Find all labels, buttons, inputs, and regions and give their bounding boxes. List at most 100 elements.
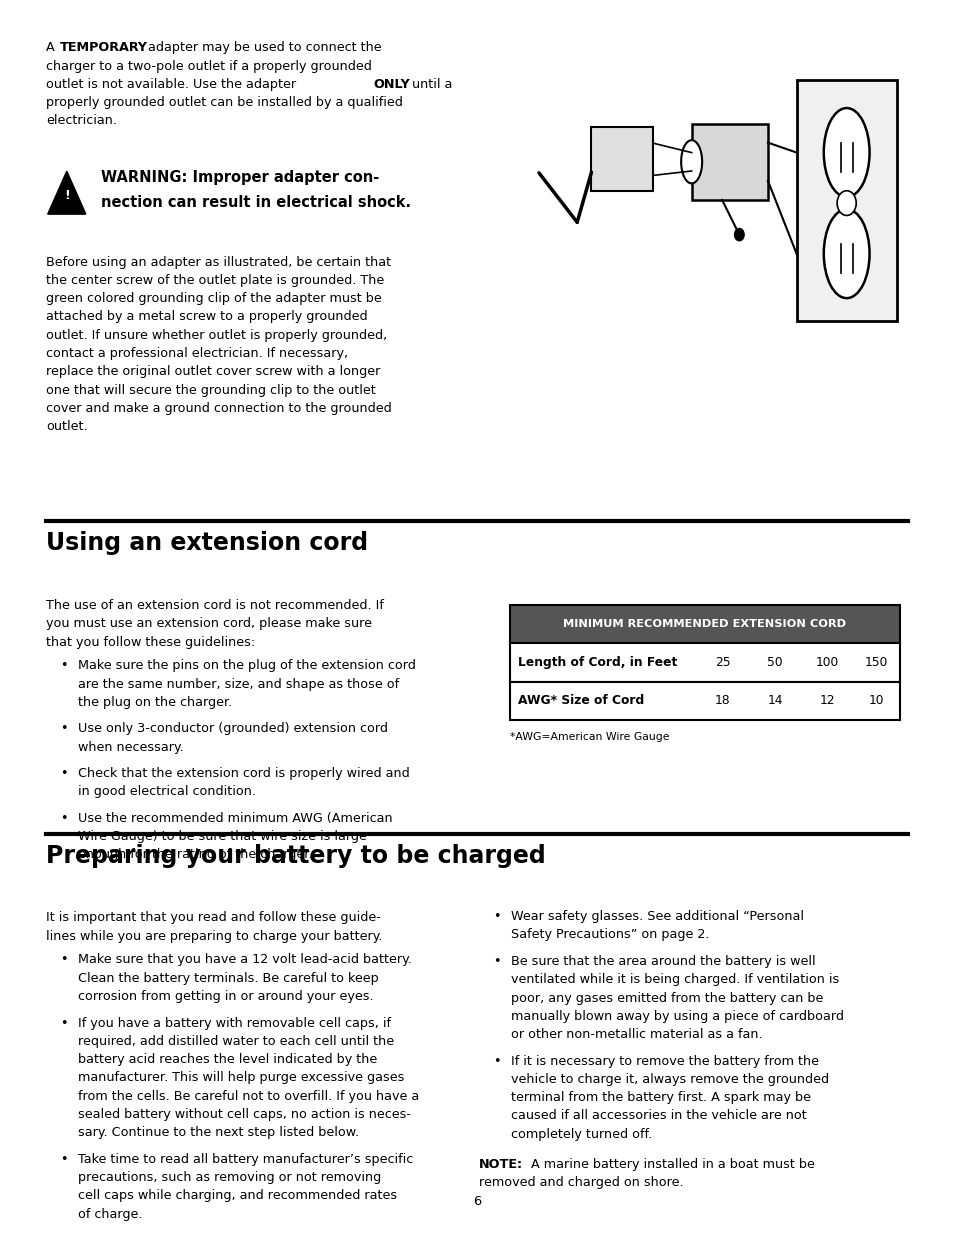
Text: precautions, such as removing or not removing: precautions, such as removing or not rem… [78, 1171, 381, 1184]
Text: Use the recommended minimum AWG (American: Use the recommended minimum AWG (America… [78, 811, 393, 825]
Text: properly grounded outlet can be installed by a qualified: properly grounded outlet can be installe… [46, 96, 402, 109]
Bar [510, 682, 899, 720]
Text: nection can result in electrical shock.: nection can result in electrical shock. [101, 195, 411, 210]
Ellipse shape [680, 141, 701, 184]
Text: outlet is not available. Use the adapter: outlet is not available. Use the adapter [46, 78, 299, 91]
Text: replace the original outlet cover screw with a longer: replace the original outlet cover screw … [46, 366, 379, 378]
Text: *AWG=American Wire Gauge: *AWG=American Wire Gauge [510, 732, 669, 742]
Text: required, add distilled water to each cell until the: required, add distilled water to each ce… [78, 1035, 394, 1047]
Text: that you follow these guidelines:: that you follow these guidelines: [46, 636, 254, 648]
Text: of charge.: of charge. [78, 1208, 143, 1220]
Text: Length of Cord, in Feet: Length of Cord, in Feet [517, 656, 677, 669]
Text: from the cells. Be careful not to overfill. If you have a: from the cells. Be careful not to overfi… [78, 1089, 419, 1103]
Text: or other non-metallic material as a fan.: or other non-metallic material as a fan. [511, 1028, 762, 1041]
Text: sary. Continue to the next step listed below.: sary. Continue to the next step listed b… [78, 1126, 359, 1139]
Text: Wire Gauge) to be sure that wire size is large: Wire Gauge) to be sure that wire size is… [78, 830, 367, 844]
Ellipse shape [822, 109, 868, 198]
Text: outlet.: outlet. [46, 420, 88, 433]
Text: Be sure that the area around the battery is well: Be sure that the area around the battery… [511, 955, 815, 968]
Circle shape [734, 228, 743, 241]
Text: Before using an adapter as illustrated, be certain that: Before using an adapter as illustrated, … [46, 256, 391, 269]
Text: battery acid reaches the level indicated by the: battery acid reaches the level indicated… [78, 1053, 377, 1066]
Text: •: • [493, 955, 500, 968]
Bar [691, 124, 767, 200]
Text: Make sure the pins on the plug of the extension cord: Make sure the pins on the plug of the ex… [78, 659, 416, 672]
Text: sealed battery without cell caps, no action is neces-: sealed battery without cell caps, no act… [78, 1108, 411, 1121]
Text: •: • [60, 811, 68, 825]
Text: •: • [60, 722, 68, 735]
Bar [796, 80, 896, 321]
Text: •: • [60, 1152, 68, 1166]
Text: •: • [493, 910, 500, 924]
Text: Using an extension cord: Using an extension cord [46, 531, 368, 555]
Text: !: ! [64, 189, 70, 201]
Text: WARNING: Improper adapter con-: WARNING: Improper adapter con- [101, 170, 379, 185]
Text: corrosion from getting in or around your eyes.: corrosion from getting in or around your… [78, 990, 374, 1003]
Text: 18: 18 [714, 694, 730, 708]
Text: manufacturer. This will help purge excessive gases: manufacturer. This will help purge exces… [78, 1071, 404, 1084]
Text: caused if all accessories in the vehicle are not: caused if all accessories in the vehicle… [511, 1109, 806, 1123]
Text: If you have a battery with removable cell caps, if: If you have a battery with removable cel… [78, 1016, 391, 1030]
Text: 50: 50 [766, 656, 782, 669]
Polygon shape [48, 172, 86, 214]
Text: 25: 25 [714, 656, 730, 669]
Text: cell caps while charging, and recommended rates: cell caps while charging, and recommende… [78, 1189, 397, 1202]
Text: the center screw of the outlet plate is grounded. The: the center screw of the outlet plate is … [46, 274, 384, 287]
Text: one that will secure the grounding clip to the outlet: one that will secure the grounding clip … [46, 384, 375, 396]
Text: ventilated while it is being charged. If ventilation is: ventilated while it is being charged. If… [511, 973, 839, 987]
Text: 6: 6 [473, 1194, 480, 1208]
Text: terminal from the battery first. A spark may be: terminal from the battery first. A spark… [511, 1092, 810, 1104]
Text: you must use an extension cord, please make sure: you must use an extension cord, please m… [46, 618, 372, 630]
Text: adapter may be used to connect the: adapter may be used to connect the [144, 41, 381, 54]
Text: •: • [60, 953, 68, 967]
Text: Safety Precautions” on page 2.: Safety Precautions” on page 2. [511, 929, 709, 941]
Text: completely turned off.: completely turned off. [511, 1128, 652, 1141]
Text: •: • [60, 659, 68, 672]
Text: TEMPORARY: TEMPORARY [60, 41, 148, 54]
Text: lines while you are preparing to charge your battery.: lines while you are preparing to charge … [46, 930, 382, 942]
Text: outlet. If unsure whether outlet is properly grounded,: outlet. If unsure whether outlet is prop… [46, 329, 387, 342]
Text: poor, any gases emitted from the battery can be: poor, any gases emitted from the battery… [511, 992, 822, 1004]
Text: A: A [46, 41, 58, 54]
Text: Take time to read all battery manufacturer’s specific: Take time to read all battery manufactur… [78, 1152, 413, 1166]
Text: It is important that you read and follow these guide-: It is important that you read and follow… [46, 911, 380, 925]
Text: manually blown away by using a piece of cardboard: manually blown away by using a piece of … [511, 1010, 843, 1023]
Text: AWG* Size of Cord: AWG* Size of Cord [517, 694, 643, 708]
Text: MINIMUM RECOMMENDED EXTENSION CORD: MINIMUM RECOMMENDED EXTENSION CORD [563, 619, 845, 630]
Text: 14: 14 [766, 694, 782, 708]
Text: enough for the rating of the charger.: enough for the rating of the charger. [78, 848, 313, 862]
Text: until a: until a [408, 78, 453, 91]
Bar [510, 643, 899, 682]
Text: green colored grounding clip of the adapter must be: green colored grounding clip of the adap… [46, 293, 381, 305]
Text: 100: 100 [815, 656, 839, 669]
Bar [591, 127, 653, 191]
Text: A marine battery installed in a boat must be: A marine battery installed in a boat mus… [526, 1158, 814, 1171]
Text: Clean the battery terminals. Be careful to keep: Clean the battery terminals. Be careful … [78, 972, 378, 984]
Text: Use only 3-conductor (grounded) extension cord: Use only 3-conductor (grounded) extensio… [78, 722, 388, 735]
Text: NOTE:: NOTE: [478, 1158, 522, 1171]
Text: Check that the extension cord is properly wired and: Check that the extension cord is properl… [78, 767, 410, 781]
Text: Preparing your battery to be charged: Preparing your battery to be charged [46, 844, 545, 867]
Text: Make sure that you have a 12 volt lead-acid battery.: Make sure that you have a 12 volt lead-a… [78, 953, 412, 967]
Text: 150: 150 [864, 656, 887, 669]
Text: attached by a metal screw to a properly grounded: attached by a metal screw to a properly … [46, 310, 367, 324]
Text: when necessary.: when necessary. [78, 741, 184, 753]
Text: in good electrical condition.: in good electrical condition. [78, 785, 256, 798]
Circle shape [836, 190, 855, 215]
Text: charger to a two-pole outlet if a properly grounded: charger to a two-pole outlet if a proper… [46, 59, 372, 73]
Text: removed and charged on shore.: removed and charged on shore. [478, 1176, 682, 1189]
Text: Wear safety glasses. See additional “Personal: Wear safety glasses. See additional “Per… [511, 910, 803, 924]
Text: ONLY: ONLY [373, 78, 410, 91]
Text: electrician.: electrician. [46, 115, 116, 127]
Text: •: • [60, 1016, 68, 1030]
Text: The use of an extension cord is not recommended. If: The use of an extension cord is not reco… [46, 599, 383, 613]
Text: contact a professional electrician. If necessary,: contact a professional electrician. If n… [46, 347, 348, 361]
Ellipse shape [822, 209, 868, 298]
Text: the plug on the charger.: the plug on the charger. [78, 695, 233, 709]
Text: If it is necessary to remove the battery from the: If it is necessary to remove the battery… [511, 1055, 819, 1067]
Text: 12: 12 [819, 694, 835, 708]
Text: •: • [60, 767, 68, 781]
Bar [510, 605, 899, 643]
Text: cover and make a ground connection to the grounded: cover and make a ground connection to th… [46, 401, 391, 415]
Text: are the same number, size, and shape as those of: are the same number, size, and shape as … [78, 678, 399, 690]
